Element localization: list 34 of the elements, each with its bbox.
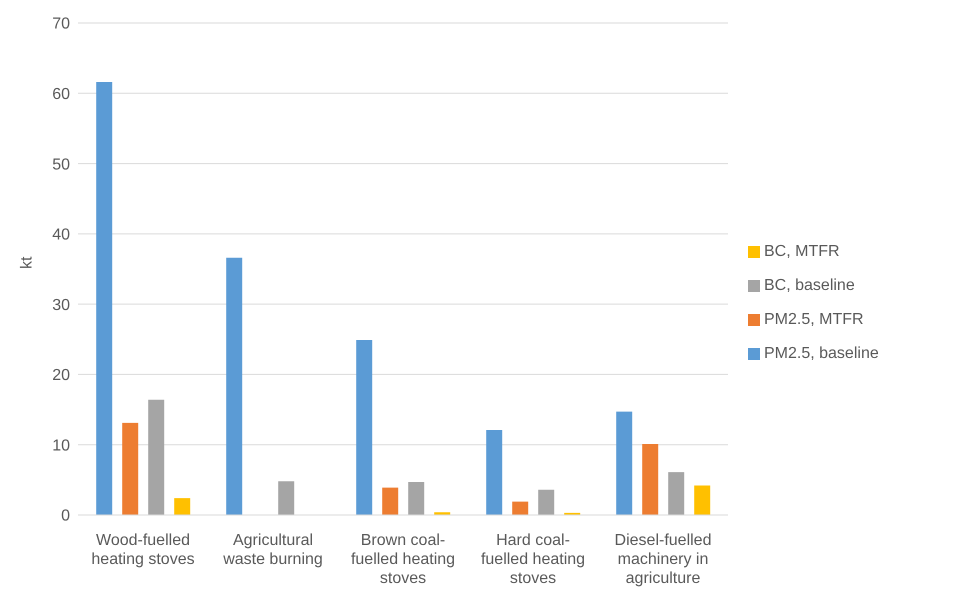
legend-label: PM2.5, MTFR (764, 311, 864, 328)
bar (668, 472, 684, 515)
x-tick-label: Brown coal-fuelled heating stoves (350, 532, 456, 587)
bar (122, 422, 138, 515)
y-tick-label: 50 (52, 156, 70, 174)
legend-label: PM2.5, baseline (764, 345, 879, 362)
bar (174, 498, 190, 515)
bar (148, 400, 164, 515)
bar (512, 502, 528, 515)
legend-label: BC, MTFR (764, 243, 840, 260)
x-tick-label: Agricultural waste burning (222, 532, 323, 568)
bar (226, 258, 242, 515)
x-tick-label: Diesel-fuelled machinery in agriculture (614, 532, 712, 587)
y-tick-label: 70 (52, 16, 70, 33)
y-tick-label: 40 (52, 226, 70, 244)
bar (408, 482, 424, 515)
bar (694, 485, 710, 515)
bar (278, 481, 294, 515)
bar (382, 488, 398, 515)
bar (486, 430, 502, 515)
x-tick-label: Hard coal-fuelled heating stoves (480, 532, 586, 587)
bar (616, 412, 632, 515)
y-tick-label: 20 (52, 367, 70, 384)
y-axis-title: kt (18, 256, 36, 269)
bar (642, 444, 658, 515)
bar (538, 490, 554, 515)
y-tick-label: 0 (61, 508, 70, 525)
x-tick-label: Wood-fuelled heating stoves (91, 532, 195, 568)
y-tick-label: 10 (52, 437, 70, 454)
bar (96, 82, 112, 515)
bar (356, 340, 372, 515)
y-tick-label: 30 (52, 296, 70, 314)
y-tick-label: 60 (52, 86, 70, 103)
legend-label: BC, baseline (764, 277, 855, 294)
